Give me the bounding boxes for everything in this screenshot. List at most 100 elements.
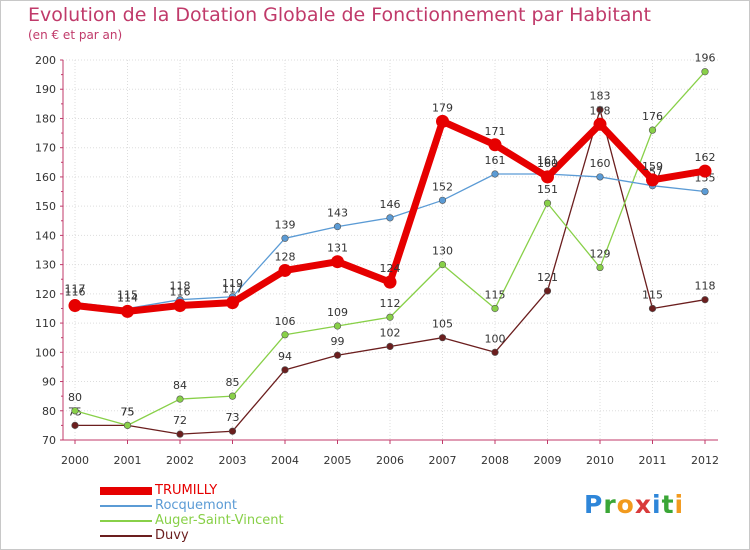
legend-label-duvy: Duvy: [155, 528, 189, 543]
data-label-trumilly: 114: [117, 291, 138, 304]
chart-title: Evolution de la Dotation Globale de Fonc…: [28, 4, 651, 26]
data-label-trumilly: 179: [432, 101, 453, 114]
data-point-trumilly: [68, 299, 82, 313]
legend-swatch-rocquemont: [100, 505, 152, 507]
data-point-duvy: [333, 351, 342, 359]
data-label-rocquemont: 139: [275, 218, 296, 231]
data-point-duvy: [438, 334, 447, 342]
data-label-trumilly: 116: [65, 286, 86, 299]
x-tick-label: 2004: [271, 454, 299, 467]
data-point-rocquemont: [596, 173, 604, 181]
data-point-duvy: [648, 304, 657, 313]
data-label-auger-saint-vincent: 130: [432, 245, 453, 258]
x-tick-label: 2012: [691, 454, 719, 467]
data-label-auger-saint-vincent: 109: [327, 306, 348, 319]
data-label-trumilly: 178: [590, 104, 611, 117]
data-label-rocquemont: 152: [432, 180, 453, 193]
data-label-rocquemont: 146: [380, 198, 401, 211]
data-label-duvy: 115: [642, 288, 663, 301]
x-tick-label: 2006: [376, 454, 404, 467]
data-label-rocquemont: 115: [117, 288, 138, 301]
data-label-rocquemont: 160: [590, 157, 611, 170]
data-point-trumilly: [436, 114, 449, 128]
y-tick-label: 80: [42, 405, 56, 418]
x-tick-label: 2002: [166, 454, 194, 467]
data-point-trumilly: [226, 296, 239, 310]
data-label-duvy: 105: [432, 318, 453, 331]
data-label-auger-saint-vincent: 75: [121, 405, 135, 418]
legend-label-rocquemont: Rocquemont: [155, 498, 237, 513]
data-label-auger-saint-vincent: 85: [226, 376, 240, 389]
data-point-duvy: [491, 348, 499, 356]
data-point-rocquemont: [281, 234, 289, 242]
data-label-auger-saint-vincent: 115: [485, 288, 506, 301]
data-label-duvy: 75: [121, 405, 135, 418]
data-label-rocquemont: 118: [170, 280, 191, 293]
data-label-rocquemont: 117: [65, 283, 86, 296]
x-tick-label: 2000: [61, 454, 89, 467]
data-point-trumilly: [278, 263, 292, 277]
x-tick-label: 2001: [114, 454, 142, 467]
x-tick-label: 2005: [324, 454, 352, 467]
x-tick-label: 2007: [429, 454, 457, 467]
x-tick-label: 2003: [219, 454, 247, 467]
data-point-auger-saint-vincent: [281, 331, 289, 339]
data-point-trumilly: [488, 138, 502, 152]
data-label-duvy: 99: [331, 335, 345, 348]
data-point-duvy: [386, 342, 394, 351]
logo-letter: P: [584, 490, 604, 519]
data-point-duvy: [701, 296, 709, 304]
data-point-auger-saint-vincent: [386, 313, 394, 321]
y-tick-label: 170: [35, 142, 56, 155]
data-label-rocquemont: 161: [537, 154, 558, 167]
data-point-trumilly: [541, 170, 554, 184]
data-point-duvy: [543, 287, 552, 295]
logo-letter: x: [634, 490, 652, 519]
data-label-auger-saint-vincent: 196: [695, 52, 716, 65]
data-label-duvy: 100: [485, 332, 506, 345]
y-tick-label: 140: [35, 229, 56, 242]
data-point-trumilly: [173, 299, 187, 313]
legend-label-auger-saint-vincent: Auger-Saint-Vincent: [155, 513, 284, 528]
data-point-rocquemont: [491, 170, 499, 178]
data-point-rocquemont: [386, 214, 394, 222]
logo-letter: i: [674, 490, 685, 519]
data-point-rocquemont: [701, 187, 709, 196]
y-tick-label: 90: [42, 376, 56, 389]
data-label-duvy: 73: [226, 411, 240, 424]
logo-letter: o: [616, 490, 635, 519]
data-point-auger-saint-vincent: [228, 392, 237, 400]
data-label-auger-saint-vincent: 176: [642, 110, 663, 123]
data-point-rocquemont: [333, 223, 342, 231]
data-label-trumilly: 171: [485, 125, 506, 138]
data-point-auger-saint-vincent: [543, 199, 552, 207]
y-tick-label: 130: [35, 259, 56, 272]
y-tick-label: 70: [42, 434, 56, 447]
y-tick-label: 180: [35, 112, 56, 125]
data-label-duvy: 72: [173, 414, 187, 427]
data-label-trumilly: 131: [327, 242, 348, 255]
data-label-auger-saint-vincent: 80: [68, 391, 82, 404]
data-label-duvy: 102: [380, 326, 401, 339]
data-label-auger-saint-vincent: 112: [380, 297, 401, 310]
data-point-trumilly: [331, 255, 344, 269]
data-label-trumilly: 159: [642, 160, 663, 173]
data-point-auger-saint-vincent: [701, 68, 709, 76]
data-label-trumilly: 128: [275, 250, 296, 263]
data-label-duvy: 94: [278, 350, 292, 363]
data-label-duvy: 183: [590, 90, 611, 103]
y-tick-label: 120: [35, 288, 56, 301]
data-label-trumilly: 162: [695, 151, 716, 164]
y-tick-label: 100: [35, 346, 56, 359]
data-label-rocquemont: 161: [485, 154, 506, 167]
y-tick-label: 150: [35, 200, 56, 213]
data-point-trumilly: [593, 117, 607, 131]
data-point-duvy: [596, 106, 604, 114]
y-tick-label: 200: [35, 54, 56, 67]
legend-swatch-auger-saint-vincent: [100, 520, 152, 522]
x-tick-label: 2008: [481, 454, 509, 467]
chart-subtitle: (en € et par an): [28, 28, 123, 42]
proxiti-logo: Proxiti: [584, 490, 684, 519]
data-label-trumilly: 124: [380, 262, 401, 275]
